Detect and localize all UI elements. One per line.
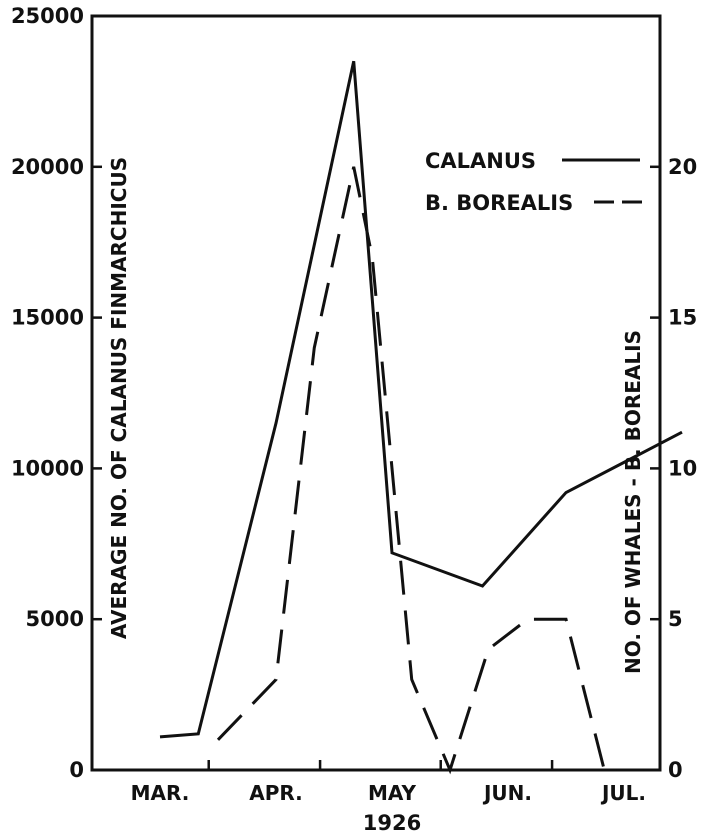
y-left-tick-label: 15000 xyxy=(11,306,84,330)
y-left-tick-label: 20000 xyxy=(11,155,84,179)
x-tick-label: JUL. xyxy=(600,781,646,805)
plot-frame xyxy=(90,14,662,772)
y-left-tick-label: 25000 xyxy=(11,4,84,28)
series-line-b-borealis xyxy=(216,166,644,775)
y-left-tick-label: 0 xyxy=(69,758,84,782)
x-tick-label: JUN. xyxy=(482,781,532,805)
y-right-axis-label: NO. OF WHALES - B. BOREALIS xyxy=(621,330,645,674)
x-tick-label: MAY xyxy=(368,781,416,805)
legend-label: B. BOREALIS xyxy=(425,191,573,215)
y-right-tick-label: 5 xyxy=(668,607,683,631)
series-line-calanus xyxy=(159,60,683,739)
y-left-tick-label: 5000 xyxy=(26,607,84,631)
y-left-axis-label: AVERAGE NO. OF CALANUS FINMARCHICUS xyxy=(107,157,131,639)
legend-label: CALANUS xyxy=(425,149,536,173)
y-right-tick-label: 15 xyxy=(668,306,697,330)
y-left-tick-label: 10000 xyxy=(11,456,84,480)
y-right-tick-label: 20 xyxy=(668,155,697,179)
x-tick-label: APR. xyxy=(249,781,303,805)
x-axis-label: 1926 xyxy=(363,811,421,835)
y-right-tick-label: 0 xyxy=(668,758,683,782)
y-right-tick-label: 10 xyxy=(668,456,697,480)
x-tick-label: MAR. xyxy=(131,781,190,805)
